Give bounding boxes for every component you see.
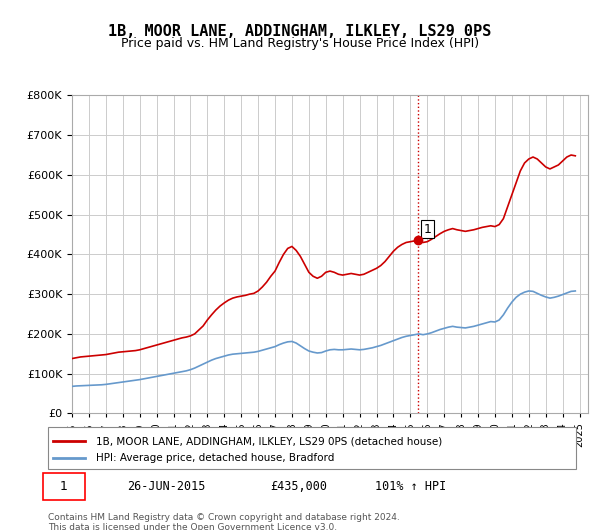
FancyBboxPatch shape — [43, 473, 85, 500]
Text: HPI: Average price, detached house, Bradford: HPI: Average price, detached house, Brad… — [95, 454, 334, 463]
Text: £435,000: £435,000 — [270, 480, 327, 493]
Text: 101% ↑ HPI: 101% ↑ HPI — [376, 480, 446, 493]
Text: 26-JUN-2015: 26-JUN-2015 — [127, 480, 206, 493]
Text: 1: 1 — [424, 223, 431, 235]
Text: 1B, MOOR LANE, ADDINGHAM, ILKLEY, LS29 0PS (detached house): 1B, MOOR LANE, ADDINGHAM, ILKLEY, LS29 0… — [95, 437, 442, 446]
Text: Contains HM Land Registry data © Crown copyright and database right 2024.: Contains HM Land Registry data © Crown c… — [48, 513, 400, 522]
Text: Price paid vs. HM Land Registry's House Price Index (HPI): Price paid vs. HM Land Registry's House … — [121, 37, 479, 50]
Text: 1: 1 — [60, 480, 68, 493]
Text: This data is licensed under the Open Government Licence v3.0.: This data is licensed under the Open Gov… — [48, 523, 337, 530]
FancyBboxPatch shape — [48, 427, 576, 469]
Text: 1B, MOOR LANE, ADDINGHAM, ILKLEY, LS29 0PS: 1B, MOOR LANE, ADDINGHAM, ILKLEY, LS29 0… — [109, 24, 491, 39]
